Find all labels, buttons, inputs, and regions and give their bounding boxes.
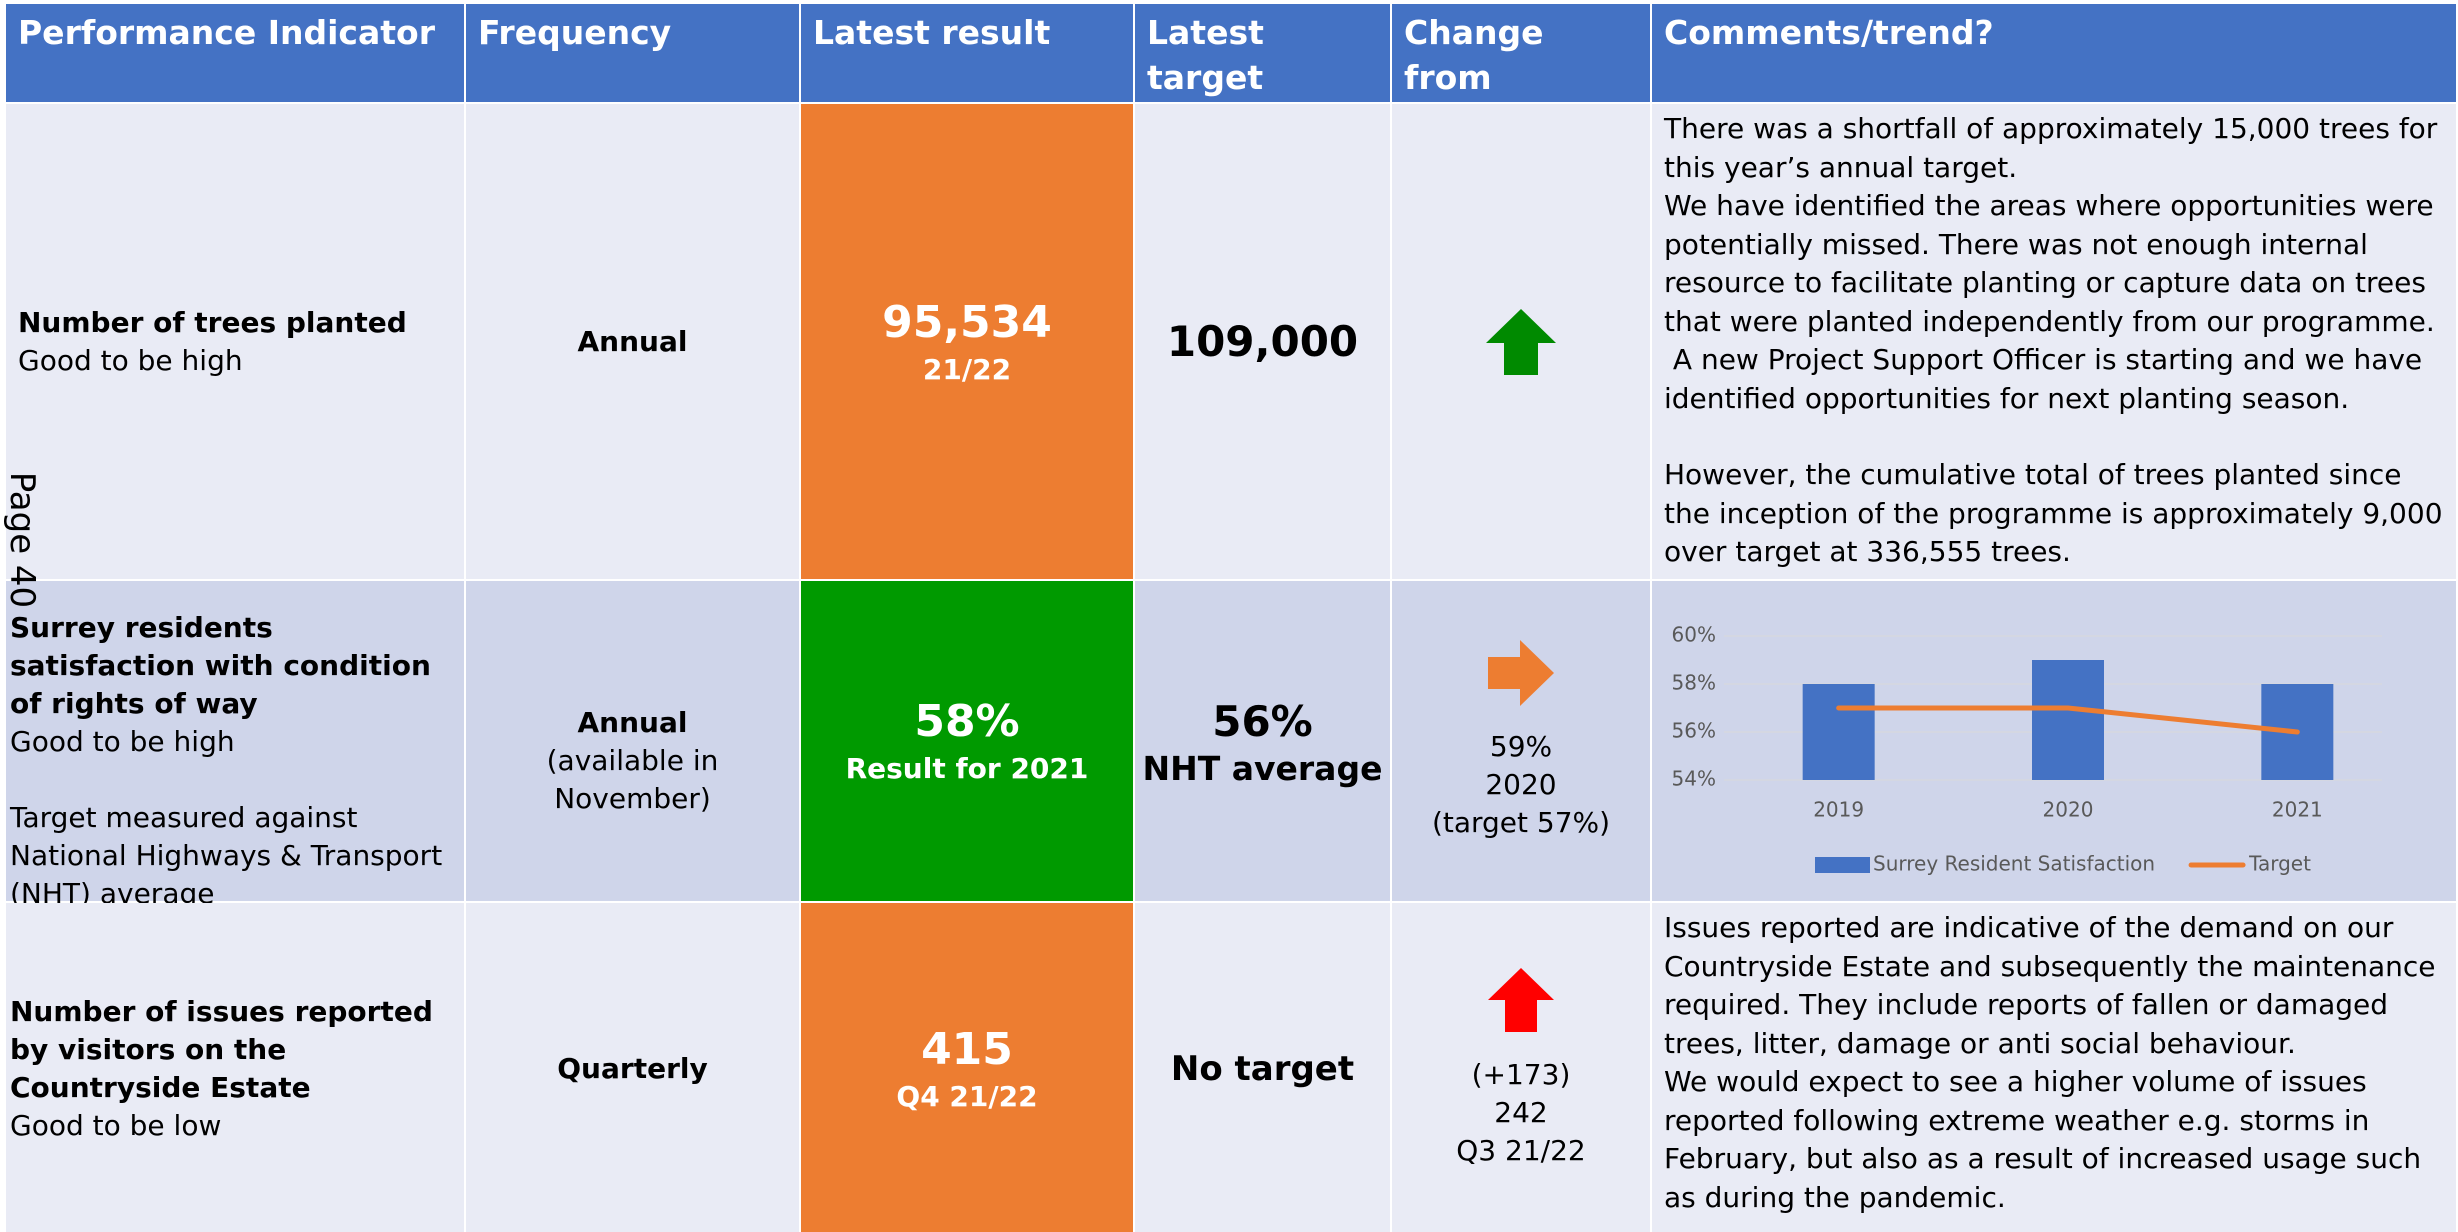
result: 95,534 21/22 [801, 104, 1133, 579]
red-up-arrow [1488, 967, 1554, 1032]
indicator-title: Number of trees planted [18, 305, 407, 339]
result-note: Q4 21/22 [896, 1079, 1038, 1113]
line [1836, 705, 2300, 735]
result: 415 Q4 21/22 [801, 903, 1133, 1232]
indicator-title: Surrey residents satisfaction with condi… [10, 611, 431, 720]
green-up-arrow [1486, 308, 1556, 375]
result-note: Result for 2021 [845, 752, 1089, 785]
result-value: 415 [921, 1023, 1013, 1075]
x-tick-label: 2020 [2043, 798, 2094, 822]
y-tick-label: 60% [1672, 623, 1716, 647]
polarity: Good to be high [10, 725, 235, 758]
comment: There was a shortfall of approximately 1… [1664, 112, 2438, 184]
comment: Issues reported are indicative of the de… [1664, 911, 2436, 1060]
comment: However, the cumulative total of trees p… [1664, 458, 2443, 568]
y-tick-label: 58% [1672, 671, 1716, 695]
frequency: Quarterly [466, 903, 799, 1232]
x-tick-label: 2019 [1813, 798, 1864, 822]
indicator: Surrey residents satisfaction with condi… [6, 581, 464, 910]
change-line: 59% [1489, 730, 1553, 763]
target-note: NHT average [1142, 749, 1383, 788]
change-line: (target 57%) [1431, 806, 1611, 839]
change-line: (+173) [1471, 1057, 1571, 1091]
target: 56% NHT average [1135, 581, 1390, 901]
polarity: Good to be low [10, 1108, 222, 1142]
chart: 54% 56% 58% 60% 2019 2020 2021 Surrey Resident … [1672, 623, 2382, 876]
page-label: Page 40 [2, 471, 43, 609]
frequency-value: Annual [577, 706, 688, 739]
frequency-note: (available in November) [546, 744, 719, 815]
change: (+173) 242 Q3 21/22 [1392, 903, 1650, 1232]
comments: Issues reported are indicative of the de… [1652, 903, 2456, 1232]
change [1392, 104, 1650, 579]
change-line: 2020 [1485, 768, 1557, 801]
target: No target [1135, 903, 1390, 1232]
result-note: 21/22 [922, 352, 1012, 386]
kpi-table: Performance Indicator Frequency Latest r… [6, 4, 2456, 1232]
legend-label: Surrey Resident Satisfaction [1873, 852, 2155, 876]
result-value: 58% [914, 696, 1020, 747]
legend-swatch [1815, 857, 1870, 873]
change: 59% 2020 (target 57%) [1392, 581, 1650, 901]
header: Latest target [1135, 4, 1390, 102]
y-tick-label: 54% [1672, 767, 1716, 791]
header: Frequency [466, 4, 799, 102]
header: Latest result [801, 4, 1133, 102]
target: 109,000 [1135, 104, 1390, 579]
bar [2032, 660, 2104, 780]
result: 58% Result for 2021 [801, 581, 1133, 901]
comment: We have identified the areas where oppor… [1664, 189, 2435, 338]
polarity: Good to be high [18, 343, 243, 377]
indicator-note: Target measured against National Highway… [10, 801, 443, 910]
change-line: Q3 21/22 [1456, 1133, 1586, 1167]
target-value: 56% [1212, 697, 1313, 746]
indicator-title: Number of issues reported by visitors on… [10, 994, 433, 1104]
x-tick-label: 2021 [2272, 798, 2323, 822]
header: Change from previous result [1392, 4, 1650, 187]
comments: There was a shortfall of approximately 1… [1652, 104, 2456, 579]
frequency: Annual [466, 104, 799, 579]
header: Comments/trend? [1652, 4, 2456, 102]
y-tick-label: 56% [1672, 719, 1716, 743]
comment: A new Project Support Officer is startin… [1664, 343, 2432, 415]
change-line: 242 [1494, 1095, 1548, 1129]
chart-cell: 54% 56% 58% 60% 2019 2020 2021 Surrey Resident … [1652, 581, 2456, 901]
legend-label: Target [2248, 852, 2311, 876]
result-value: 95,534 [882, 296, 1052, 348]
frequency: Annual (available in November) [466, 581, 799, 901]
indicator: Number of trees planted Good to be high [6, 104, 464, 579]
indicator: Number of issues reported by visitors on… [6, 903, 464, 1232]
header: Performance Indicator [6, 4, 464, 102]
bar [1802, 684, 1875, 780]
comment: We would expect to see a higher volume o… [1664, 1065, 2422, 1214]
orange-right-arrow [1488, 640, 1554, 706]
